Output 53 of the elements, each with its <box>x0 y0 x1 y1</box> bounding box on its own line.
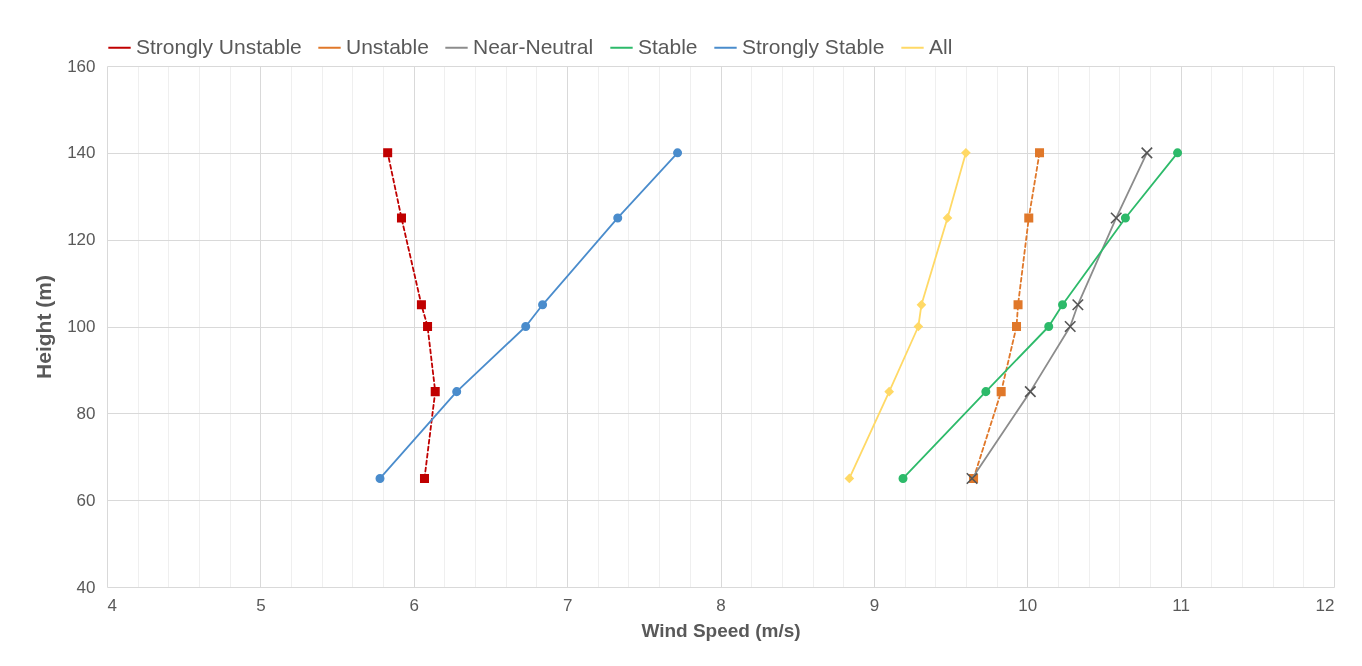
point <box>419 473 429 483</box>
point <box>913 321 923 332</box>
y-axis-title: Height (m) <box>32 275 56 379</box>
y-tick-label: 140 <box>67 143 96 163</box>
y-tick-label: 40 <box>76 577 96 597</box>
point <box>916 300 926 310</box>
point <box>884 387 894 397</box>
legend-label: All <box>929 34 953 58</box>
point <box>430 387 440 397</box>
x-tick-label: 8 <box>716 595 726 615</box>
x-tick-label: 10 <box>1018 595 1038 615</box>
point <box>383 148 393 158</box>
legend-label: Stable <box>638 34 698 58</box>
y-tick-label: 160 <box>67 56 96 76</box>
x-tick-label: 12 <box>1315 595 1335 615</box>
legend-label: Unstable <box>346 34 429 58</box>
point <box>396 213 406 223</box>
point <box>981 387 991 397</box>
point <box>1013 300 1023 310</box>
point <box>423 321 433 332</box>
point <box>961 148 971 158</box>
point <box>521 322 531 331</box>
y-tick-label: 100 <box>67 317 96 336</box>
legend-label: Strongly Unstable <box>136 34 302 58</box>
x-tick-label: 6 <box>409 595 419 615</box>
point <box>1012 321 1022 332</box>
legend-label: Strongly Stable <box>742 34 885 58</box>
point <box>416 300 426 310</box>
point <box>1044 322 1054 331</box>
point <box>613 213 623 223</box>
x-tick-label: 5 <box>256 595 266 615</box>
y-tick-label: 60 <box>76 490 96 510</box>
point <box>375 473 385 483</box>
legend-label: Near-Neutral <box>473 34 594 58</box>
point <box>673 148 683 158</box>
point <box>452 387 462 397</box>
y-tick-label: 120 <box>67 230 96 250</box>
y-tick-label: 80 <box>76 403 96 423</box>
point <box>942 213 952 223</box>
x-tick-label: 7 <box>562 595 573 615</box>
point <box>1120 213 1130 223</box>
point <box>844 473 854 483</box>
point <box>1058 300 1068 310</box>
point <box>538 300 548 310</box>
point <box>996 387 1006 397</box>
point <box>1173 148 1183 158</box>
point <box>898 473 908 483</box>
x-axis-title: Wind Speed (m/s) <box>641 619 801 641</box>
x-tick-label: 4 <box>107 595 117 615</box>
point <box>1035 148 1045 158</box>
x-tick-label: 11 <box>1172 595 1190 615</box>
point <box>1024 213 1034 223</box>
x-tick-label: 9 <box>869 595 880 615</box>
